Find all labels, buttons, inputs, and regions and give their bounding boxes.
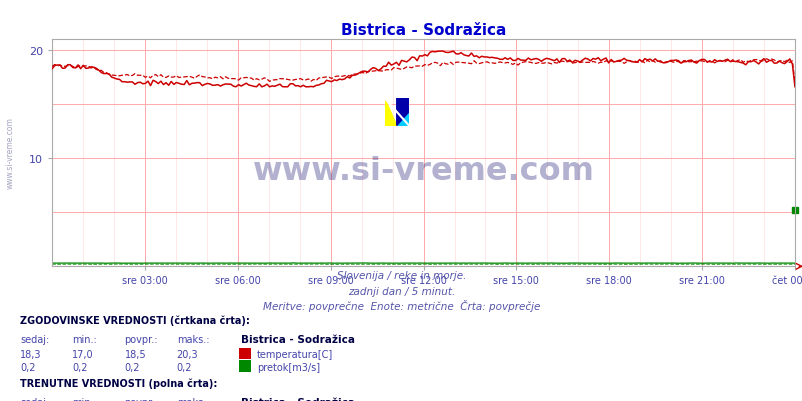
Text: maks.:: maks.: bbox=[176, 397, 209, 401]
Text: sedaj:: sedaj: bbox=[20, 397, 49, 401]
Text: min.:: min.: bbox=[72, 397, 97, 401]
Text: 0,2: 0,2 bbox=[20, 362, 35, 372]
Text: pretok[m3/s]: pretok[m3/s] bbox=[257, 362, 320, 372]
Text: 18,3: 18,3 bbox=[20, 349, 42, 359]
Text: sedaj:: sedaj: bbox=[20, 334, 49, 344]
Text: www.si-vreme.com: www.si-vreme.com bbox=[6, 117, 15, 188]
Text: 20,3: 20,3 bbox=[176, 349, 198, 359]
Text: Bistrica - Sodražica: Bistrica - Sodražica bbox=[241, 334, 354, 344]
Polygon shape bbox=[396, 99, 408, 126]
Text: 18,5: 18,5 bbox=[124, 349, 146, 359]
Text: 0,2: 0,2 bbox=[176, 362, 192, 372]
Text: zadnji dan / 5 minut.: zadnji dan / 5 minut. bbox=[347, 286, 455, 296]
Text: 17,0: 17,0 bbox=[72, 349, 94, 359]
Polygon shape bbox=[396, 112, 408, 126]
Text: Bistrica - Sodražica: Bistrica - Sodražica bbox=[241, 397, 354, 401]
Text: maks.:: maks.: bbox=[176, 334, 209, 344]
Text: temperatura[C]: temperatura[C] bbox=[257, 349, 333, 359]
Text: povpr.:: povpr.: bbox=[124, 397, 158, 401]
Text: ZGODOVINSKE VREDNOSTI (črtkana črta):: ZGODOVINSKE VREDNOSTI (črtkana črta): bbox=[20, 314, 249, 325]
Text: 0,2: 0,2 bbox=[72, 362, 87, 372]
Text: min.:: min.: bbox=[72, 334, 97, 344]
Text: povpr.:: povpr.: bbox=[124, 334, 158, 344]
Text: www.si-vreme.com: www.si-vreme.com bbox=[253, 156, 593, 187]
Polygon shape bbox=[384, 99, 396, 126]
Text: 0,2: 0,2 bbox=[124, 362, 140, 372]
Title: Bistrica - Sodražica: Bistrica - Sodražica bbox=[341, 22, 505, 38]
Text: Slovenija / reke in morje.: Slovenija / reke in morje. bbox=[336, 271, 466, 281]
Text: TRENUTNE VREDNOSTI (polna črta):: TRENUTNE VREDNOSTI (polna črta): bbox=[20, 378, 217, 388]
Text: Meritve: povprečne  Enote: metrične  Črta: povprečje: Meritve: povprečne Enote: metrične Črta:… bbox=[262, 299, 540, 311]
